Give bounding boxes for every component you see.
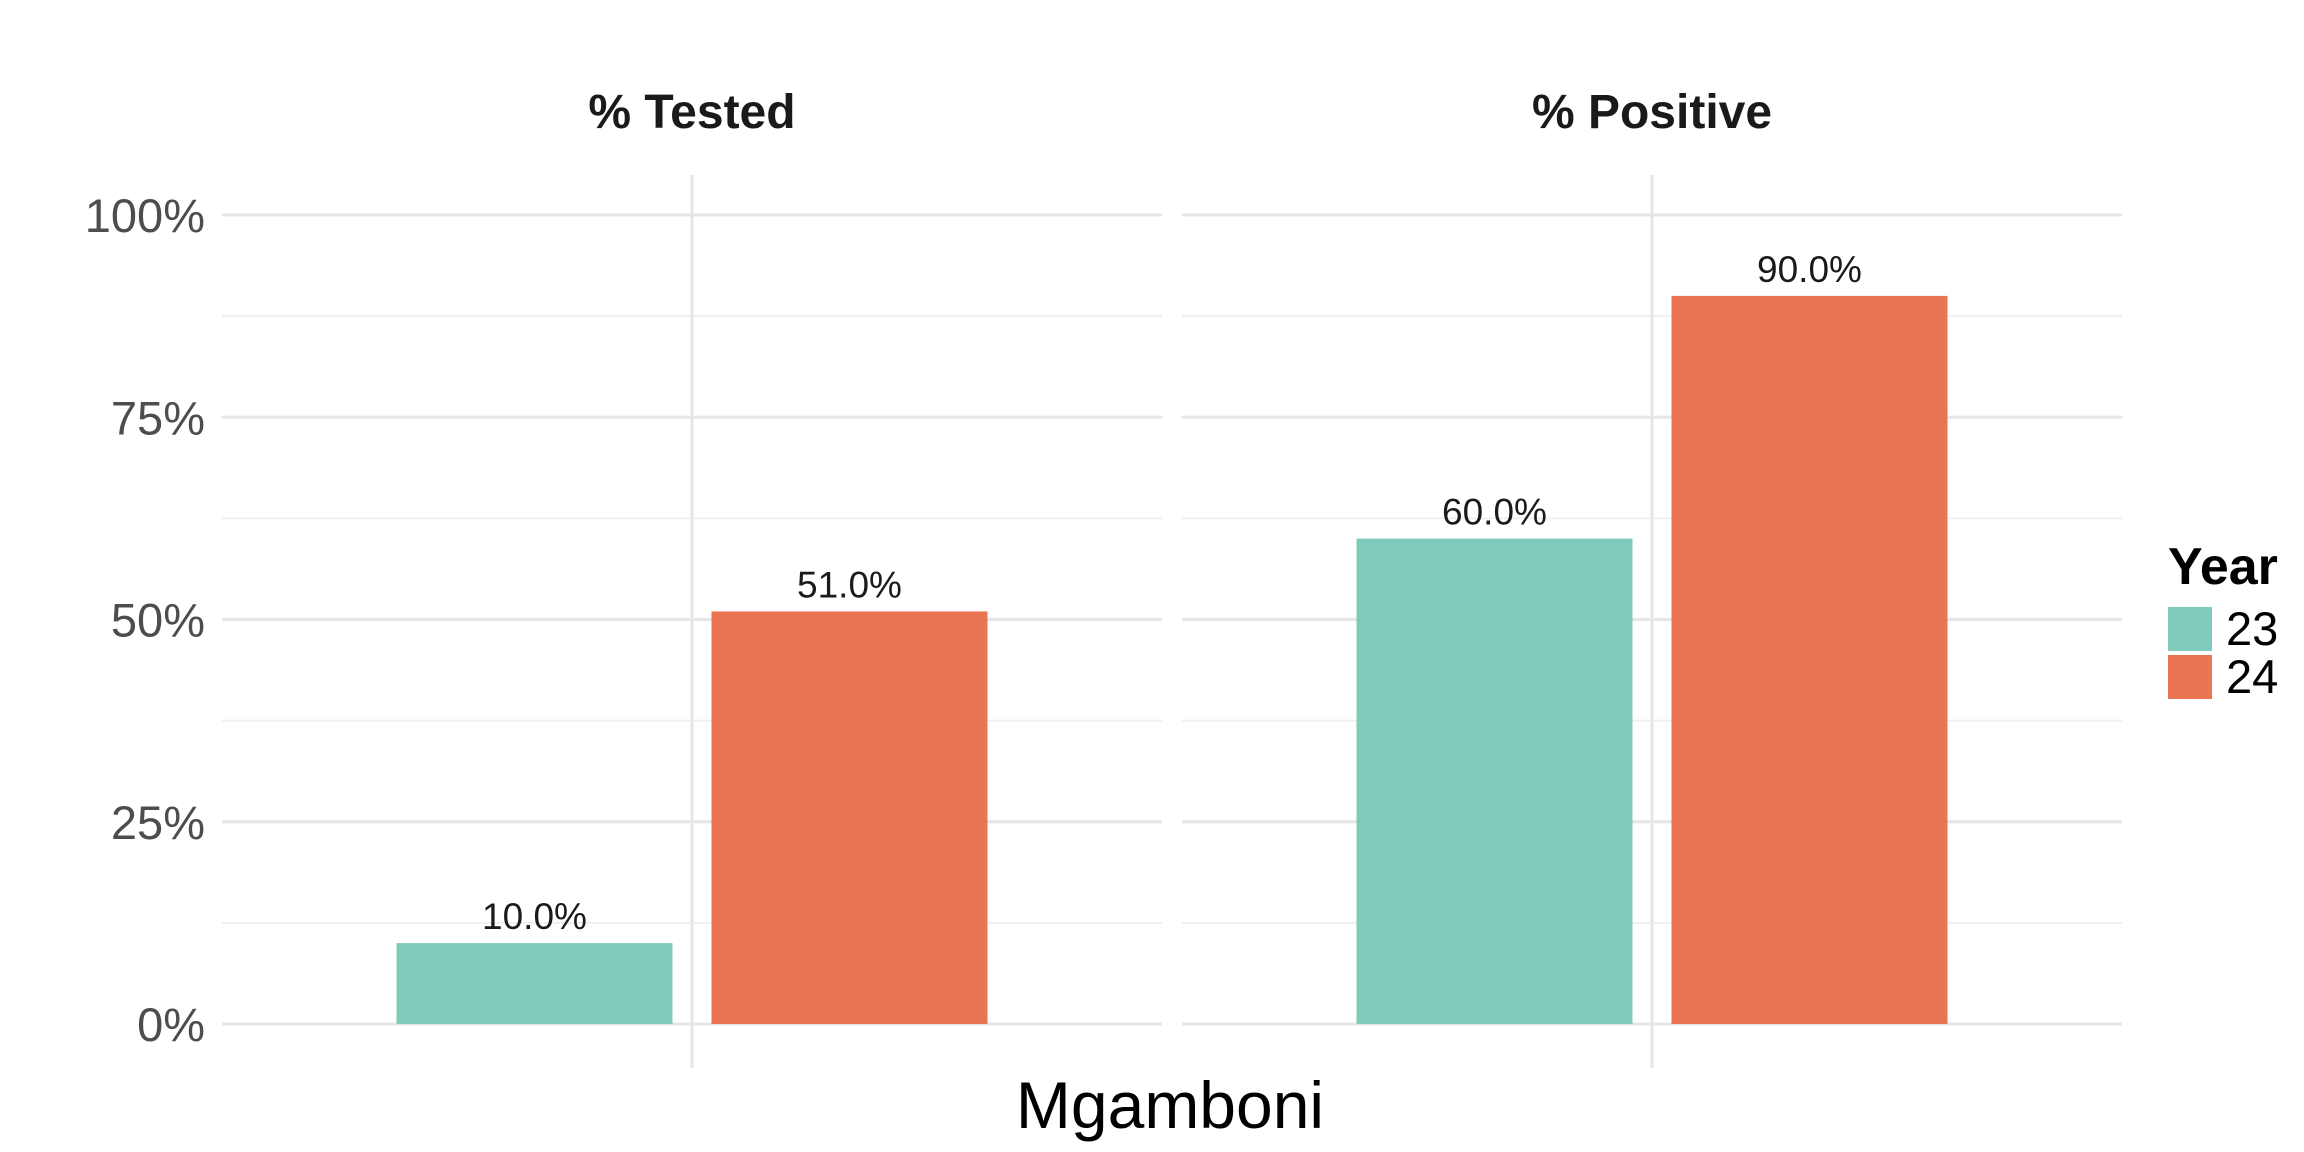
y-tick-label: 100%	[85, 189, 205, 242]
facet-panel: % Tested 10.0% 51.0%	[222, 86, 1162, 1068]
bar-data-label: 60.0%	[1442, 492, 1547, 533]
legend-key-24	[2168, 655, 2212, 699]
bar-data-label: 10.0%	[482, 896, 587, 937]
facet-title: % Tested	[588, 86, 795, 139]
bar-year-23	[1356, 538, 1633, 1024]
legend-label: 23	[2226, 602, 2278, 655]
y-tick-label: 75%	[111, 391, 205, 444]
legend-key-23	[2168, 607, 2212, 651]
y-tick-label: 25%	[111, 796, 205, 849]
legend-title: Year	[2168, 538, 2278, 596]
chart-panels: % Tested 10.0% 51.0% % Positive 60.0% 90.0%	[222, 86, 2122, 1068]
bar-year-24	[711, 611, 988, 1024]
y-tick-label: 0%	[137, 998, 205, 1051]
x-axis-label: Mgamboni	[1016, 1068, 1324, 1142]
y-tick-label: 50%	[111, 594, 205, 647]
facet-title: % Positive	[1532, 86, 1772, 139]
facet-panel: % Positive 60.0% 90.0%	[1182, 86, 2122, 1068]
bar-data-label: 90.0%	[1757, 249, 1862, 290]
bar-data-label: 51.0%	[797, 564, 902, 605]
legend-label: 24	[2226, 650, 2278, 703]
bar-year-24	[1671, 295, 1948, 1024]
bar-year-23	[396, 943, 673, 1024]
y-axis: 0% 25% 50% 75% 100%	[85, 189, 205, 1051]
